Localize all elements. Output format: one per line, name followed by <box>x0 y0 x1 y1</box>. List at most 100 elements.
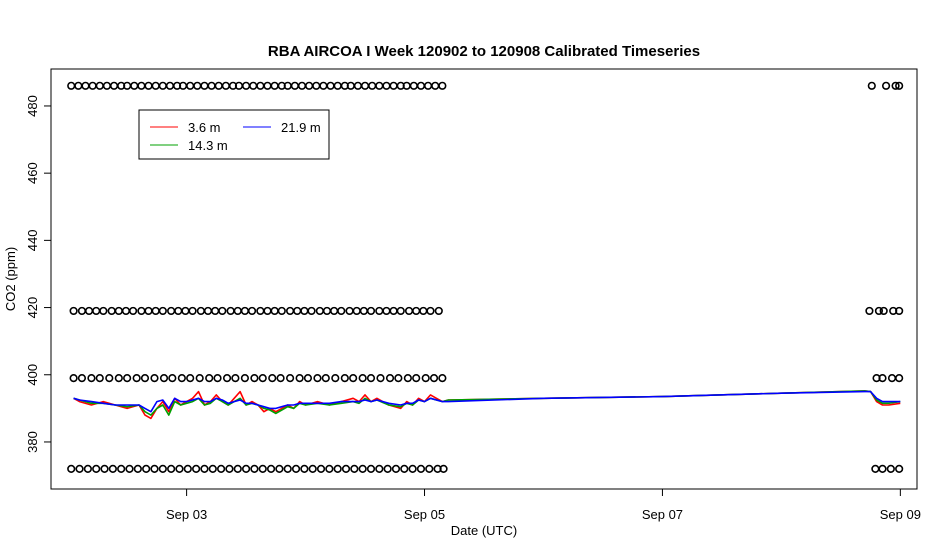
flag-marker <box>168 374 177 383</box>
flag-marker <box>214 81 223 90</box>
flag-marker <box>211 306 220 316</box>
flag-marker <box>878 374 887 383</box>
flag-marker <box>300 306 309 316</box>
flag-marker <box>368 81 377 90</box>
flag-marker <box>165 81 175 90</box>
flag-marker <box>225 464 234 473</box>
legend-label-21-9m: 21.9 m <box>281 120 321 135</box>
flag-marker <box>258 374 267 383</box>
chart-title: RBA AIRCOA I Week 120902 to 120908 Calib… <box>268 43 700 60</box>
flag-marker <box>121 306 131 316</box>
flag-marker <box>140 374 150 383</box>
flag-marker <box>297 81 307 90</box>
flag-marker <box>83 464 92 473</box>
flag-marker <box>375 81 384 90</box>
flag-marker <box>69 306 78 316</box>
flag-marker <box>175 464 184 473</box>
y-axis: 380 400 420 440 460 480 <box>25 95 52 453</box>
flag-marker <box>167 464 176 473</box>
flag-marker <box>431 81 440 90</box>
flag-marker <box>391 464 401 473</box>
flag-marker <box>438 81 447 90</box>
flag-marker <box>360 81 370 90</box>
flag-marker <box>84 306 94 316</box>
flag-marker <box>177 374 186 383</box>
legend: 3.6 m 14.3 m 21.9 m <box>138 109 330 160</box>
flag-marker <box>396 306 405 316</box>
flag-marker <box>81 81 90 90</box>
flag-marker <box>151 81 160 90</box>
flag-marker <box>158 81 167 90</box>
flag-marker <box>150 374 159 383</box>
flag-marker <box>92 306 101 316</box>
flag-marker <box>268 374 277 383</box>
y-tick-label-420: 420 <box>25 297 40 319</box>
flag-marker <box>99 306 108 316</box>
flag-marker <box>895 306 904 316</box>
flag-marker <box>333 464 342 473</box>
flag-marker <box>186 81 195 90</box>
y-tick-label-460: 460 <box>25 162 40 184</box>
flag-marker <box>358 464 367 473</box>
flag-marker <box>247 306 257 316</box>
flag-marker <box>208 464 217 473</box>
x-tick-label-sep-07: Sep 07 <box>642 507 683 522</box>
flag-marker <box>167 306 176 316</box>
flag-marker <box>345 306 354 316</box>
flag-marker <box>331 374 340 383</box>
flag-marker <box>385 374 395 383</box>
flag-marker <box>303 374 313 383</box>
flag-marker <box>352 306 361 316</box>
flag-marker <box>359 306 368 316</box>
flag-marker <box>895 81 904 90</box>
flag-marker <box>95 81 104 90</box>
flag-marker <box>188 306 197 316</box>
flag-marker <box>195 374 204 383</box>
flag-marker <box>107 306 116 316</box>
flag-marker <box>341 464 351 473</box>
flag-marker <box>233 306 242 316</box>
flag-marker <box>92 464 101 473</box>
flag-marker <box>408 464 417 473</box>
flag-marker <box>881 81 891 90</box>
flag-marker <box>308 464 317 473</box>
flag-marker <box>183 464 192 473</box>
flag-marker <box>340 374 349 383</box>
flag-marker <box>200 81 209 90</box>
flag-marker <box>217 464 226 473</box>
flag-marker <box>358 374 367 383</box>
flag-marker <box>312 81 321 90</box>
x-axis-label: Date (UTC) <box>451 523 517 538</box>
flag-marker <box>337 306 346 316</box>
flag-marker <box>69 374 78 383</box>
flag-marker <box>300 464 309 473</box>
flag-marker <box>150 464 159 473</box>
flag-marker <box>275 464 284 473</box>
flag-marker <box>200 464 209 473</box>
flag-marker <box>871 464 880 473</box>
flag-marker <box>137 306 146 316</box>
flag-marker <box>241 464 251 473</box>
flag-marker <box>67 464 76 473</box>
y-tick-label-380: 380 <box>25 431 40 453</box>
flag-marker <box>330 306 339 316</box>
flag-marker <box>333 81 342 90</box>
flag-marker <box>193 81 202 90</box>
flag-marker <box>434 306 443 316</box>
flag-marker <box>291 464 301 473</box>
flag-marker <box>221 81 230 90</box>
flag-marker <box>375 306 384 316</box>
flag-marker <box>277 306 286 316</box>
flag-marker <box>366 374 376 383</box>
flag-marker <box>290 81 299 90</box>
flag-marker <box>429 374 439 383</box>
flag-marker <box>389 81 398 90</box>
flag-marker <box>313 374 322 383</box>
flag-marker <box>305 81 314 90</box>
flag-marker <box>316 464 326 473</box>
flag-marker <box>266 464 276 473</box>
flag-marker <box>226 306 235 316</box>
flag-marker <box>256 306 265 316</box>
flag-markers <box>67 81 904 473</box>
legend-label-14-3m: 14.3 m <box>188 138 228 153</box>
